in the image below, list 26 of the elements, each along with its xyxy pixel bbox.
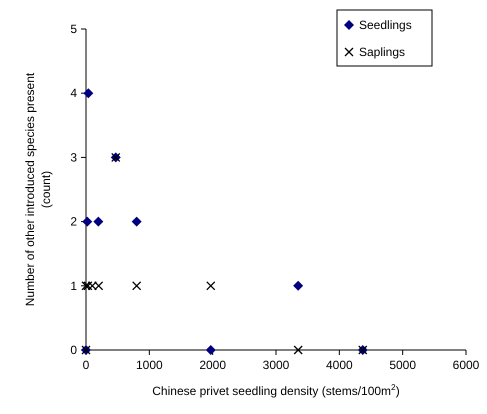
y-tick-label: 4 — [70, 86, 78, 100]
y-axis-title: Number of other introduced species present (count) — [23, 72, 53, 306]
y-tick-label: 0 — [70, 343, 78, 357]
point — [93, 216, 104, 227]
point — [132, 216, 142, 227]
point — [83, 88, 94, 98]
x-tick-label: 3000 — [262, 358, 290, 372]
point — [132, 281, 142, 290]
legend-label: Saplings — [359, 45, 406, 59]
x-tick-label: 2000 — [199, 358, 226, 372]
point — [206, 281, 216, 290]
x-tick-label: 0 — [82, 358, 90, 372]
x-axis-title: Chinese privet seedling density (stems/100m$^{2}$) — [152, 382, 400, 398]
y-tick-label: 1 — [70, 278, 78, 293]
legend-label: Seedlings — [359, 18, 412, 32]
x-tick-label: 6000 — [452, 358, 480, 372]
x-tick-label: 1000 — [136, 358, 164, 372]
point — [206, 345, 216, 355]
y-tick-label: 5 — [70, 22, 78, 36]
point — [82, 216, 92, 227]
x-tick-label: 4000 — [326, 358, 354, 372]
x-tick-label: 5000 — [389, 358, 416, 372]
y-tick-label: 3 — [70, 150, 78, 164]
y-tick-label: 2 — [70, 214, 78, 229]
point — [293, 280, 304, 291]
point — [294, 345, 303, 355]
